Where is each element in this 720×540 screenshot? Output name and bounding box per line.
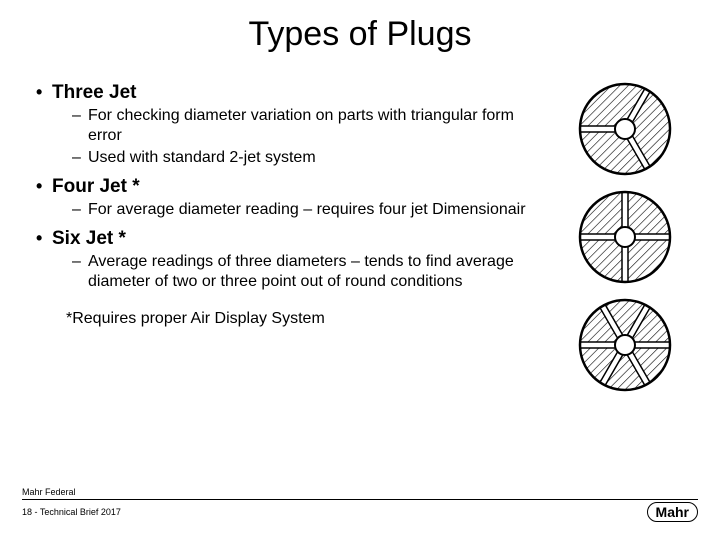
diagram-three-jet [575, 79, 675, 179]
image-column [560, 74, 690, 395]
sub-three-jet-1: Used with standard 2-jet system [30, 148, 550, 168]
bullet-four-jet: Four Jet * [30, 176, 550, 198]
text-column: Three Jet For checking diameter variatio… [30, 74, 560, 395]
footer-rule [22, 499, 698, 500]
sub-three-jet-0: For checking diameter variation on parts… [30, 106, 550, 146]
footer-company: Mahr Federal [22, 487, 698, 497]
diagram-four-jet [575, 187, 675, 287]
footer-page: 18 - Technical Brief 2017 [22, 507, 121, 517]
diagram-six-jet [575, 295, 675, 395]
footnote: *Requires proper Air Display System [30, 310, 550, 328]
footer: Mahr Federal 18 - Technical Brief 2017 M… [22, 487, 698, 522]
sub-four-jet-0: For average diameter reading – requires … [30, 200, 550, 220]
sub-six-jet-0: Average readings of three diameters – te… [30, 252, 550, 292]
content-area: Three Jet For checking diameter variatio… [0, 64, 720, 395]
brand-logo: Mahr [647, 502, 698, 522]
bullet-six-jet: Six Jet * [30, 228, 550, 250]
bullet-three-jet: Three Jet [30, 82, 550, 104]
slide-title: Types of Plugs [0, 0, 720, 64]
